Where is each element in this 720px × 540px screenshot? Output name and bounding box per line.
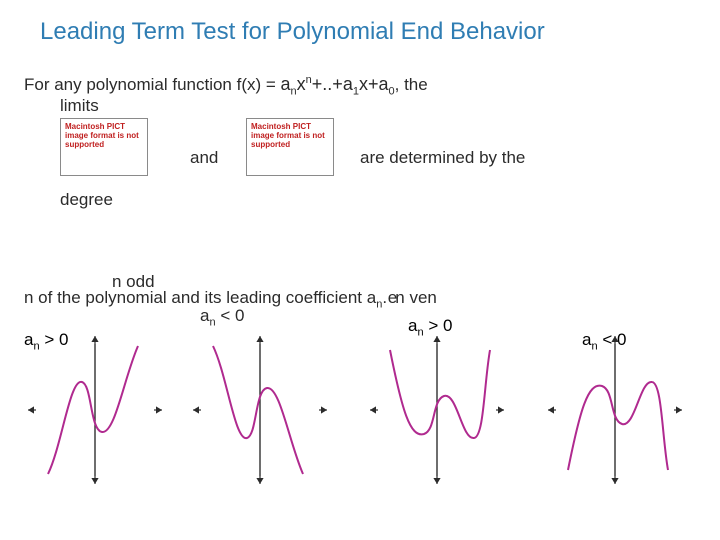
chart-odd-pos — [20, 330, 170, 490]
pict-text-2: Macintosh PICT image format is not suppo… — [251, 123, 329, 149]
mainline-b: . — [382, 288, 387, 307]
mainline-a: n of the polynomial and its leading coef… — [24, 288, 376, 307]
poly-dots: +..+a — [312, 74, 353, 94]
main-line: n of the polynomial and its leading coef… — [24, 288, 704, 310]
limits-text: limits — [60, 96, 99, 116]
poly-an: a — [281, 74, 291, 94]
pict-text-1: Macintosh PICT image format is not suppo… — [65, 123, 143, 149]
alt0-tail: < 0 — [216, 306, 245, 325]
chart-odd-neg — [185, 330, 335, 490]
n-even-label: n ven — [395, 288, 437, 307]
and-text: and — [190, 148, 218, 168]
degree-text: degree — [60, 190, 113, 210]
pict-placeholder-2: Macintosh PICT image format is not suppo… — [246, 118, 334, 176]
chart-even-pos — [362, 330, 512, 490]
intro-prefix: For any polynomial function f(x) = — [24, 75, 281, 94]
poly-x1: x — [297, 74, 306, 94]
poly-x2: x+a — [359, 74, 389, 94]
page-title: Leading Term Test for Polynomial End Beh… — [40, 18, 545, 46]
intro-suffix: , the — [395, 75, 428, 94]
pict-placeholder-1: Macintosh PICT image format is not suppo… — [60, 118, 148, 176]
an-lt-0-label-1: an < 0 — [200, 306, 244, 328]
chart-even-neg — [540, 330, 690, 490]
determined-text: are determined by the — [360, 148, 525, 168]
intro-text: For any polynomial function f(x) = anxn+… — [24, 72, 694, 100]
